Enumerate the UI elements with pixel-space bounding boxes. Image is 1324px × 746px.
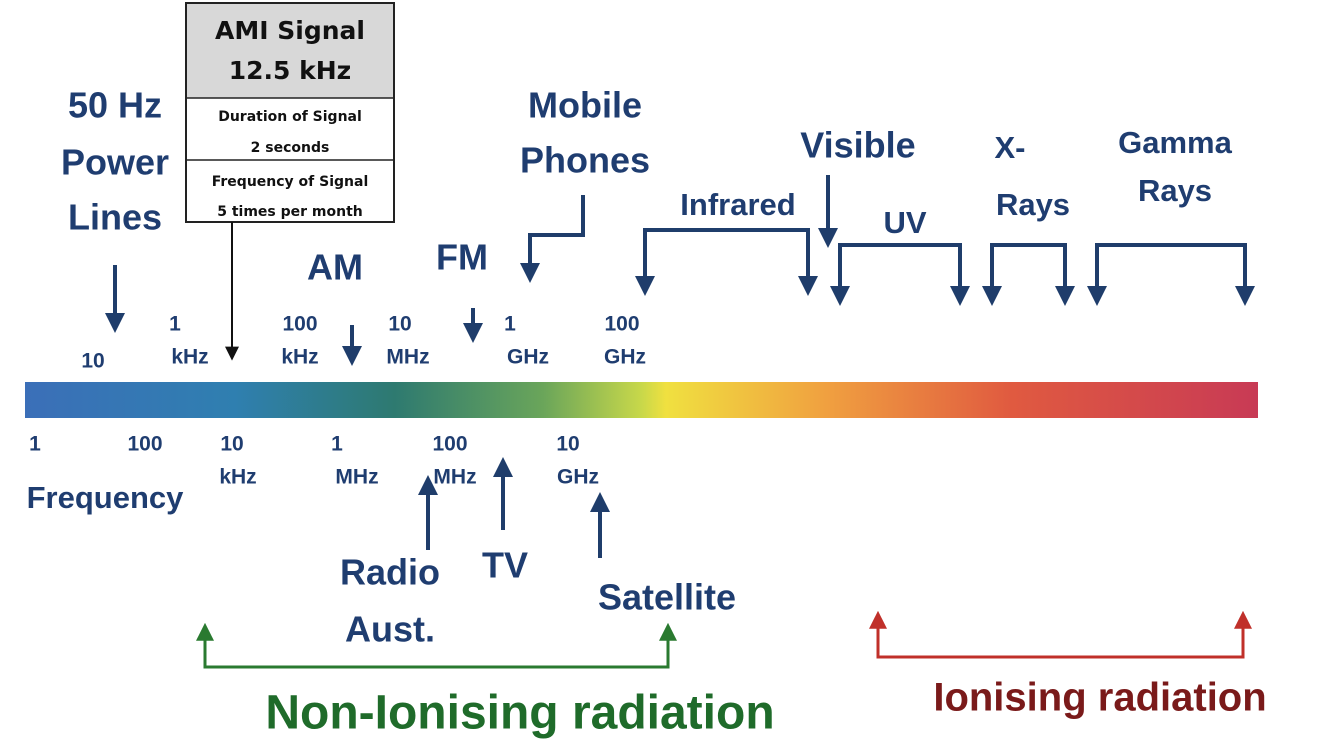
scale-label: kHz [219, 466, 256, 489]
callout-value: 2 seconds [251, 140, 330, 156]
callout-label: Duration of Signal [218, 109, 362, 125]
scale-label: 100 [127, 433, 162, 456]
band-label: X- [995, 130, 1026, 165]
scale-label: 1 [29, 433, 41, 456]
band-label: 50 Hz [68, 85, 162, 126]
scale-label: 10 [556, 433, 579, 456]
scale-label: 1 [169, 313, 181, 336]
band-label: Mobile [528, 85, 642, 126]
scale-label: MHz [433, 466, 476, 489]
scale-label: 100 [432, 433, 467, 456]
band-label: Visible [800, 125, 915, 166]
scale-label: 10 [388, 313, 411, 336]
axis-label: Frequency [27, 480, 185, 515]
scale-label: 100 [604, 313, 639, 336]
service-label: Satellite [598, 577, 736, 618]
scale-label: kHz [281, 346, 318, 369]
scale-label: 10 [81, 350, 104, 373]
region-label: Non-Ionising radiation [265, 687, 774, 740]
band-label: UV [883, 205, 926, 240]
callout: AMI Signal 12.5 kHz Duration of Signal 2… [185, 2, 395, 223]
band-label: Lines [68, 197, 162, 238]
scale-label: GHz [604, 346, 646, 369]
spectrum-bar [25, 382, 1258, 418]
scale-label: 1 [504, 313, 516, 336]
arrows [105, 175, 1255, 669]
band-label: Rays [1138, 173, 1212, 208]
scale-label: 10 [220, 433, 243, 456]
service-label: Radio [340, 552, 440, 593]
scale-label: GHz [557, 466, 599, 489]
lower-scale: 1 100 10 kHz 1 MHz 100 MHz 10 GHz [29, 433, 599, 489]
service-label: Aust. [345, 609, 435, 650]
band-label: Power [61, 142, 169, 183]
service-labels: Radio Aust. TV Satellite [340, 545, 736, 650]
service-label: TV [482, 545, 528, 586]
band-label: Infrared [680, 187, 795, 222]
upper-scale: 10 1 kHz 100 kHz 10 MHz 1 GHz 100 GHz [81, 313, 646, 373]
callout-label: Frequency of Signal [212, 174, 369, 190]
band-label: AM [307, 247, 363, 288]
band-label: FM [436, 237, 488, 278]
scale-label: 100 [282, 313, 317, 336]
callout-value: 5 times per month [217, 204, 363, 220]
scale-label: GHz [507, 346, 549, 369]
band-label: Rays [996, 187, 1070, 222]
band-label: Gamma [1118, 125, 1232, 160]
band-labels: 50 Hz Power Lines AM FM Mobile Phones In… [61, 85, 1233, 288]
scale-label: MHz [335, 466, 378, 489]
scale-label: kHz [171, 346, 208, 369]
band-label: Phones [520, 140, 650, 181]
callout-title: AMI Signal [215, 16, 365, 45]
region-label: Ionising radiation [933, 676, 1266, 720]
scale-label: MHz [386, 346, 429, 369]
callout-frequency: 12.5 kHz [229, 56, 352, 85]
scale-label: 1 [331, 433, 343, 456]
